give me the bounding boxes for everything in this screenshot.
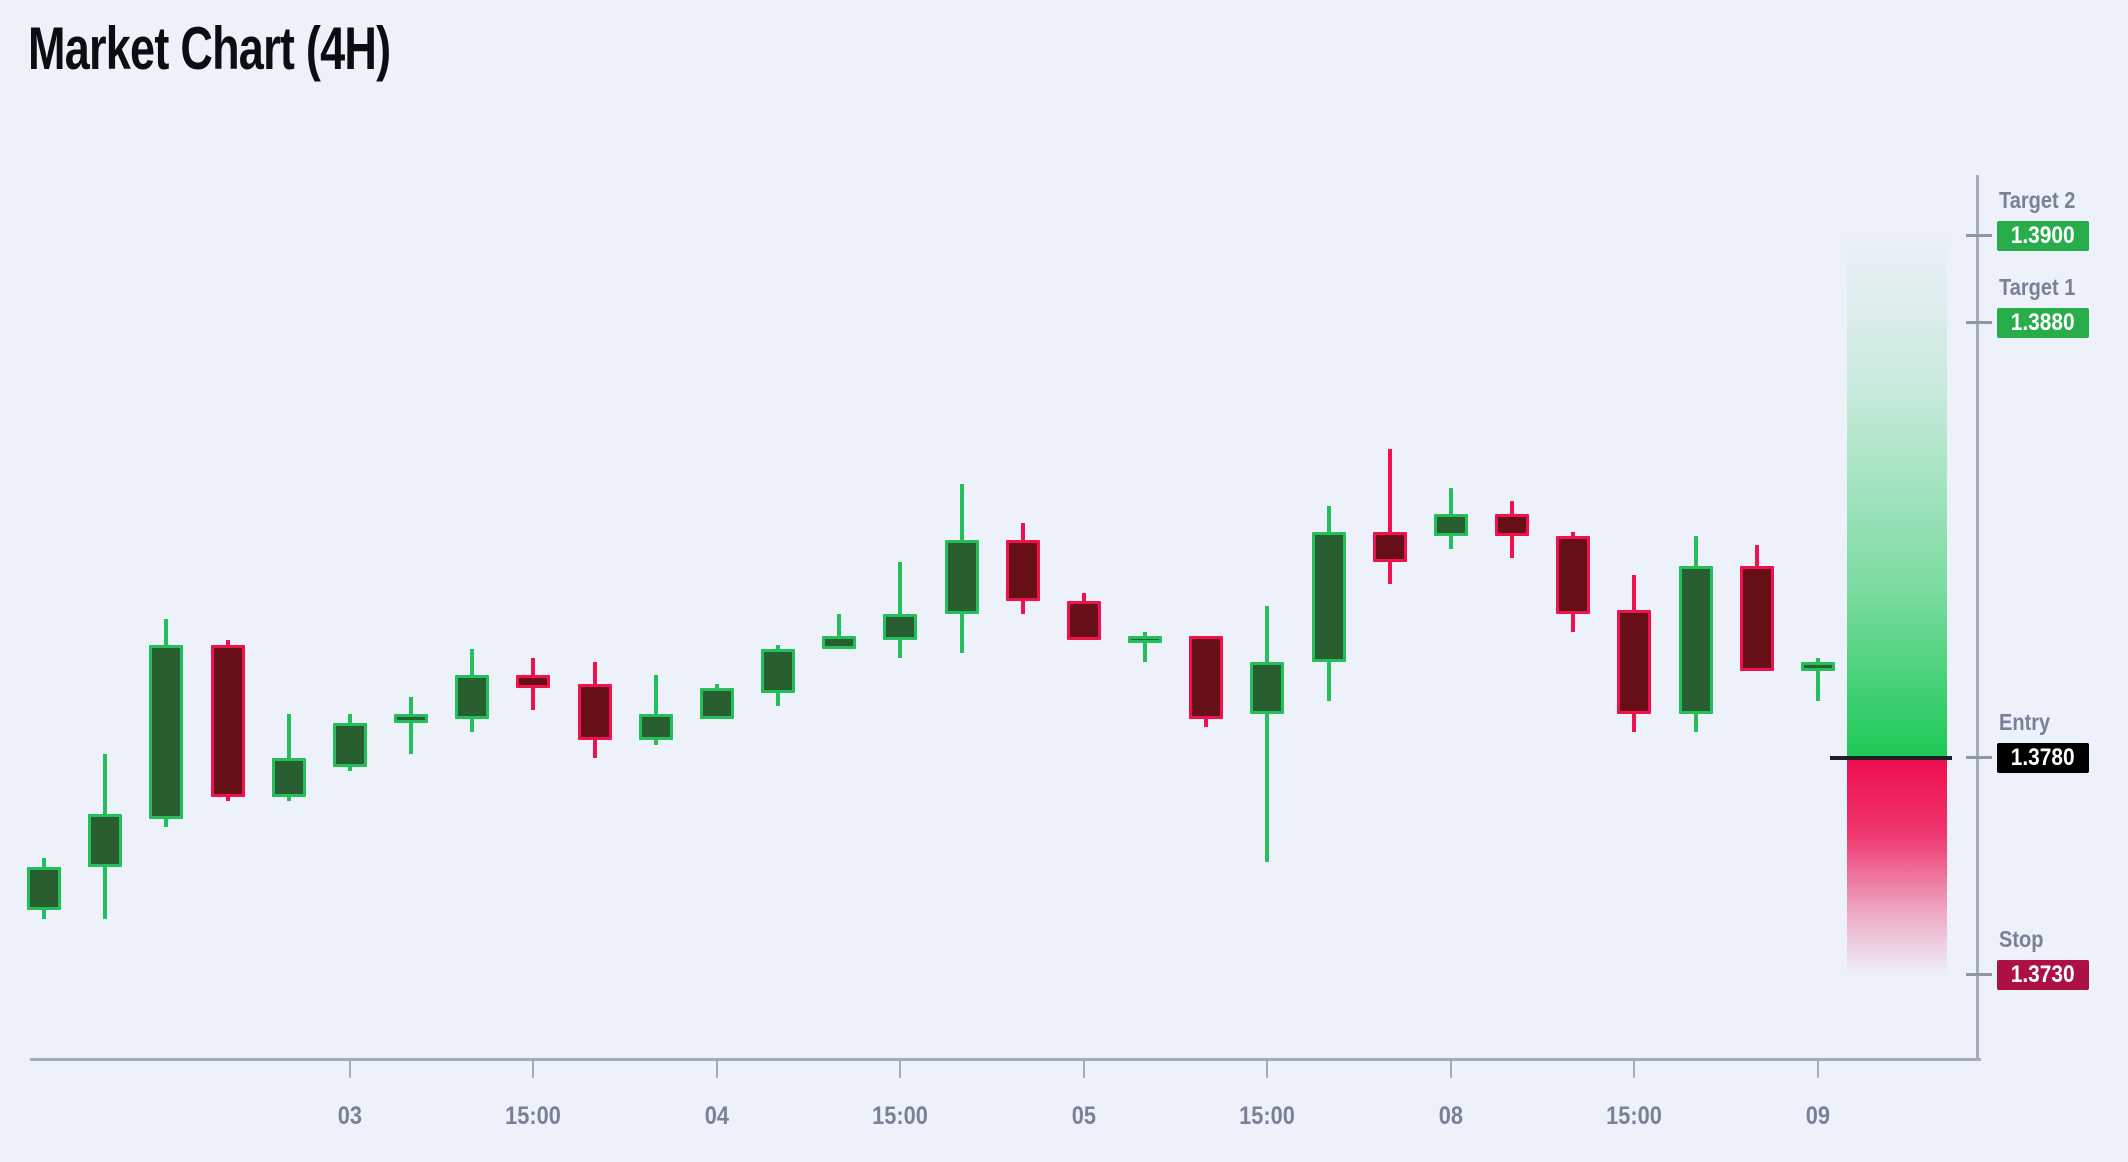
bullish-candle-body <box>883 614 917 640</box>
x-axis-label-text: 15:00 <box>1606 1102 1662 1130</box>
bullish-candle-body <box>333 723 367 767</box>
candle-wick <box>1816 658 1820 701</box>
level-label-text: Target 2 <box>1999 187 2076 213</box>
bullish-candle-body <box>272 758 306 797</box>
candle-wick <box>837 614 841 649</box>
bearish-candle-body <box>1740 566 1774 671</box>
x-axis-label-text: 09 <box>1805 1102 1831 1130</box>
x-axis-label: 04 <box>637 1102 797 1131</box>
candle-wick <box>898 562 902 658</box>
x-axis-label-text: 08 <box>1438 1102 1464 1130</box>
bearish-candle-body <box>1495 514 1529 536</box>
x-axis-label-text: 15:00 <box>872 1102 928 1130</box>
bearish-candle-body <box>1067 601 1101 640</box>
x-axis-tick <box>349 1061 351 1078</box>
level-tick-stop <box>1966 973 1992 976</box>
x-axis-label: 05 <box>1004 1102 1164 1131</box>
bullish-candle-body <box>394 714 428 723</box>
level-label-target-2: Target 2 <box>1999 187 2087 213</box>
candle-wick <box>409 697 413 754</box>
level-price-text: 1.3880 <box>2011 309 2075 336</box>
level-badge-stop: 1.3730 <box>1997 960 2089 990</box>
level-badge-target-2: 1.3900 <box>1997 221 2089 251</box>
level-price-text: 1.3900 <box>2011 222 2075 249</box>
x-axis-tick <box>1817 1061 1819 1078</box>
level-tick-entry <box>1966 756 1992 759</box>
bearish-candle-body <box>1617 610 1651 714</box>
level-label-entry: Entry <box>1999 709 2058 735</box>
x-axis-label-text: 04 <box>704 1102 730 1130</box>
x-axis-label: 15:00 <box>1187 1102 1347 1131</box>
reward-zone <box>1847 236 1947 758</box>
x-axis-tick <box>899 1061 901 1078</box>
candle-wick <box>1143 632 1147 662</box>
page-title-text: Market Chart (4H) <box>28 15 391 82</box>
x-axis-label: 15:00 <box>820 1102 980 1131</box>
level-badge-target-1: 1.3880 <box>1997 308 2089 338</box>
bearish-candle-body <box>516 675 550 688</box>
bearish-candle-body <box>1373 532 1407 562</box>
x-axis-tick <box>1083 1061 1085 1078</box>
x-axis-tick <box>1633 1061 1635 1078</box>
bullish-candle-body <box>149 645 183 819</box>
bullish-candle-body <box>822 636 856 649</box>
x-axis-label: 03 <box>270 1102 430 1131</box>
level-label-text: Target 1 <box>1999 274 2076 300</box>
level-badge-entry: 1.3780 <box>1997 743 2089 773</box>
bearish-candle-body <box>578 684 612 740</box>
candle-wick <box>654 675 658 745</box>
bullish-candle-body <box>1250 662 1284 714</box>
bearish-candle-body <box>1006 540 1040 601</box>
x-axis-label-text: 03 <box>337 1102 363 1130</box>
x-axis-tick <box>1450 1061 1452 1078</box>
bullish-candle-body <box>1312 532 1346 662</box>
bearish-candle-body <box>211 645 245 797</box>
level-label-stop: Stop <box>1999 926 2050 952</box>
x-axis-label-text: 15:00 <box>505 1102 561 1130</box>
level-label-text: Stop <box>1999 926 2044 952</box>
page-title: Market Chart (4H) <box>28 14 511 83</box>
x-axis-label: 08 <box>1371 1102 1531 1131</box>
level-tick-target-2 <box>1966 234 1992 237</box>
bullish-candle-body <box>1434 514 1468 536</box>
x-axis-label: 15:00 <box>1554 1102 1714 1131</box>
candle-wick <box>1388 449 1392 584</box>
risk-zone <box>1847 758 1947 975</box>
level-price-text: 1.3730 <box>2011 961 2075 988</box>
bearish-candle-body <box>1189 636 1223 719</box>
x-axis-label-text: 05 <box>1071 1102 1097 1130</box>
x-axis-label: 09 <box>1738 1102 1898 1131</box>
bullish-candle-body <box>27 867 61 910</box>
x-axis-tick <box>716 1061 718 1078</box>
y-axis-line <box>1976 175 1979 1061</box>
candle-wick <box>1265 606 1269 862</box>
bullish-candle-body <box>1801 662 1835 671</box>
bullish-candle-body <box>945 540 979 614</box>
level-label-target-1: Target 1 <box>1999 274 2087 300</box>
entry-price-line <box>1830 756 1952 760</box>
level-label-text: Entry <box>1999 709 2051 735</box>
bullish-candle-body <box>88 814 122 867</box>
bullish-candle-body <box>455 675 489 719</box>
x-axis-tick <box>1266 1061 1268 1078</box>
candle-wick <box>287 714 291 801</box>
bullish-candle-body <box>700 688 734 719</box>
bullish-candle-body <box>1128 636 1162 643</box>
bullish-candle-body <box>1679 566 1713 714</box>
x-axis-label-text: 15:00 <box>1239 1102 1295 1130</box>
x-axis-line <box>30 1058 1981 1061</box>
x-axis-tick <box>532 1061 534 1078</box>
level-price-text: 1.3780 <box>2011 744 2075 771</box>
bullish-candle-body <box>761 649 795 693</box>
bullish-candle-body <box>639 714 673 740</box>
level-tick-target-1 <box>1966 321 1992 324</box>
x-axis-label: 15:00 <box>453 1102 613 1131</box>
bearish-candle-body <box>1556 536 1590 614</box>
